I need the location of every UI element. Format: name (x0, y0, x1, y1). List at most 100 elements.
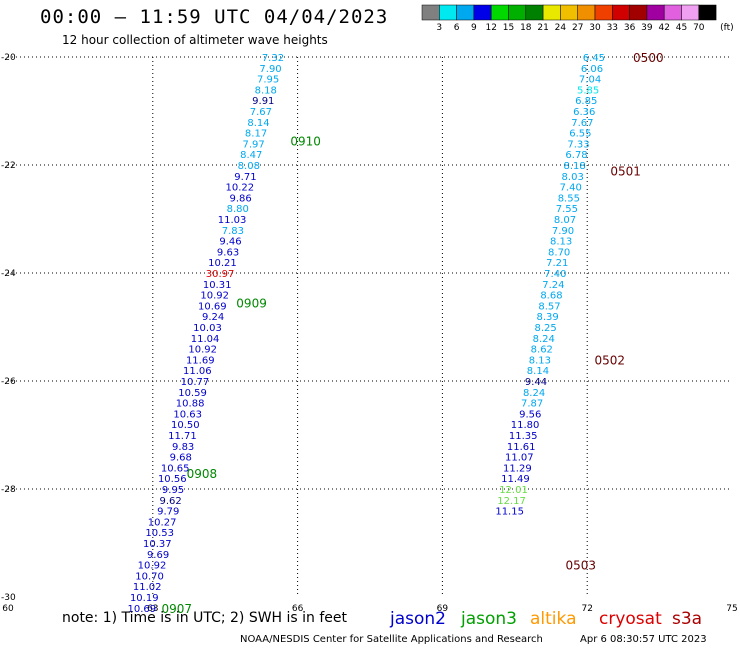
legend-jason3: jason3 (461, 609, 517, 629)
colorbar-unit: (ft) (720, 23, 734, 33)
swh-point-label: 11.03 (218, 215, 247, 226)
time-marker-label: 0501 (610, 164, 641, 178)
swh-point-label: 6.45 (583, 53, 605, 64)
colorbar-label: 42 (658, 23, 669, 33)
swh-point-label: 8.14 (527, 366, 549, 377)
x-tick-label: 60 (2, 604, 14, 614)
swh-point-label: 7.67 (250, 107, 272, 118)
swh-point-label: 7.32 (262, 53, 284, 64)
swh-point-label: 7.87 (521, 399, 543, 410)
chart-subtitle: 12 hour collection of altimeter wave hei… (62, 33, 328, 47)
swh-point-label: 6.55 (569, 129, 591, 140)
swh-point-label: 7.40 (544, 269, 566, 280)
swh-point-label: 11.06 (183, 366, 212, 377)
time-marker-label: 0910 (290, 135, 321, 149)
colorbar-label: 45 (676, 23, 687, 33)
swh-point-label: 7.90 (552, 226, 574, 237)
swh-point-label: 9.44 (525, 377, 547, 388)
footer-timestamp: Apr 6 08:30:57 UTC 2023 (580, 634, 707, 645)
time-marker-label: 0500 (633, 51, 664, 65)
colorbar-label: 18 (520, 23, 532, 33)
swh-point-label: 7.90 (259, 64, 281, 75)
swh-point-label: 9.86 (229, 193, 251, 204)
swh-point-label: 9.62 (159, 496, 181, 507)
swh-point-label: 11.04 (191, 334, 220, 345)
y-tick-label: -20 (1, 53, 16, 63)
swh-point-label: 9.79 (157, 507, 179, 518)
swh-point-label: 9.91 (252, 96, 274, 107)
swh-point-label: 8.13 (550, 237, 572, 248)
colorbar-label: 24 (555, 23, 567, 33)
swh-point-label: 7.97 (243, 139, 265, 150)
swh-point-label: 8.08 (238, 161, 260, 172)
swh-point-label: 10.65 (161, 463, 190, 474)
swh-point-label: 11.02 (133, 582, 162, 593)
colorbar-swatch (698, 4, 717, 21)
swh-point-label: 10.92 (138, 561, 167, 572)
swh-point-label: 10.22 (226, 183, 255, 194)
swh-point-label: 8.62 (531, 345, 553, 356)
swh-point-label: 11.35 (509, 431, 538, 442)
swh-point-label: 8.57 (538, 301, 560, 312)
legend-cryosat: cryosat (599, 609, 662, 629)
legend-altika: altika (530, 609, 577, 629)
swh-point-label: 10.21 (208, 258, 237, 269)
swh-point-label: 11.29 (503, 463, 532, 474)
swh-point-label: 10.50 (171, 420, 200, 431)
swh-point-label: 6.36 (573, 107, 595, 118)
swh-point-label: 11.07 (505, 453, 534, 464)
colorbar-label: 6 (454, 23, 460, 33)
swh-point-label: 10.53 (145, 528, 174, 539)
x-tick-label: 72 (581, 604, 592, 614)
colorbar-label: 9 (471, 23, 477, 33)
colorbar-label: 12 (485, 23, 496, 33)
swh-point-label: 10.63 (173, 409, 202, 420)
swh-point-label: 8.17 (245, 129, 267, 140)
y-tick-label: -28 (1, 485, 16, 495)
swh-point-label: 8.24 (533, 334, 555, 345)
swh-point-label: 10.19 (130, 593, 159, 604)
swh-point-label: 11.69 (186, 355, 215, 366)
swh-point-label: 8.68 (540, 291, 562, 302)
swh-point-label: 8.07 (554, 215, 576, 226)
swh-point-label: 9.46 (219, 237, 241, 248)
colorbar-label: 36 (624, 23, 636, 33)
swh-point-label: 12.17 (497, 496, 526, 507)
x-tick-label: 63 (147, 604, 158, 614)
colorbar-label: 70 (693, 23, 705, 33)
swh-point-label: 10.92 (188, 345, 217, 356)
swh-point-label: 10.56 (158, 474, 187, 485)
swh-point-label: 8.80 (227, 204, 249, 215)
swh-point-label: 5.85 (577, 85, 599, 96)
chart-title: 00:00 – 11:59 UTC 04/04/2023 (40, 6, 389, 28)
swh-point-label: 8.47 (240, 150, 262, 161)
x-tick-label: 66 (292, 604, 304, 614)
y-tick-label: -30 (1, 593, 16, 603)
swh-point-label: 10.27 (148, 517, 177, 528)
swh-point-label: 10.59 (178, 388, 207, 399)
swh-point-label: 7.95 (257, 75, 279, 86)
swh-point-label: 8.03 (562, 172, 584, 183)
swh-point-label: 7.83 (222, 226, 244, 237)
x-tick-label: 69 (437, 604, 449, 614)
swh-point-label: 9.24 (202, 312, 224, 323)
swh-point-label: 8.24 (523, 388, 545, 399)
swh-point-label: 9.63 (217, 247, 239, 258)
swh-point-label: 8.13 (529, 355, 551, 366)
swh-point-label: 30.97 (206, 269, 235, 280)
swh-point-label: 9.71 (234, 172, 256, 183)
time-marker-label: 0502 (594, 353, 625, 367)
colorbar-label: 3 (436, 23, 442, 33)
legend-jason2: jason2 (390, 609, 446, 629)
swh-point-label: 10.37 (143, 539, 172, 550)
footer-note: note: 1) Time is in UTC; 2) SWH is in fe… (62, 610, 348, 626)
swh-point-label: 9.56 (519, 409, 541, 420)
swh-point-label: 12.01 (499, 485, 528, 496)
swh-point-label: 10.69 (128, 604, 157, 615)
swh-point-label: 8.25 (535, 323, 557, 334)
y-tick-label: -22 (1, 161, 16, 171)
swh-point-label: 11.71 (168, 431, 197, 442)
swh-point-label: 8.39 (536, 312, 558, 323)
swh-point-label: 11.80 (511, 420, 540, 431)
